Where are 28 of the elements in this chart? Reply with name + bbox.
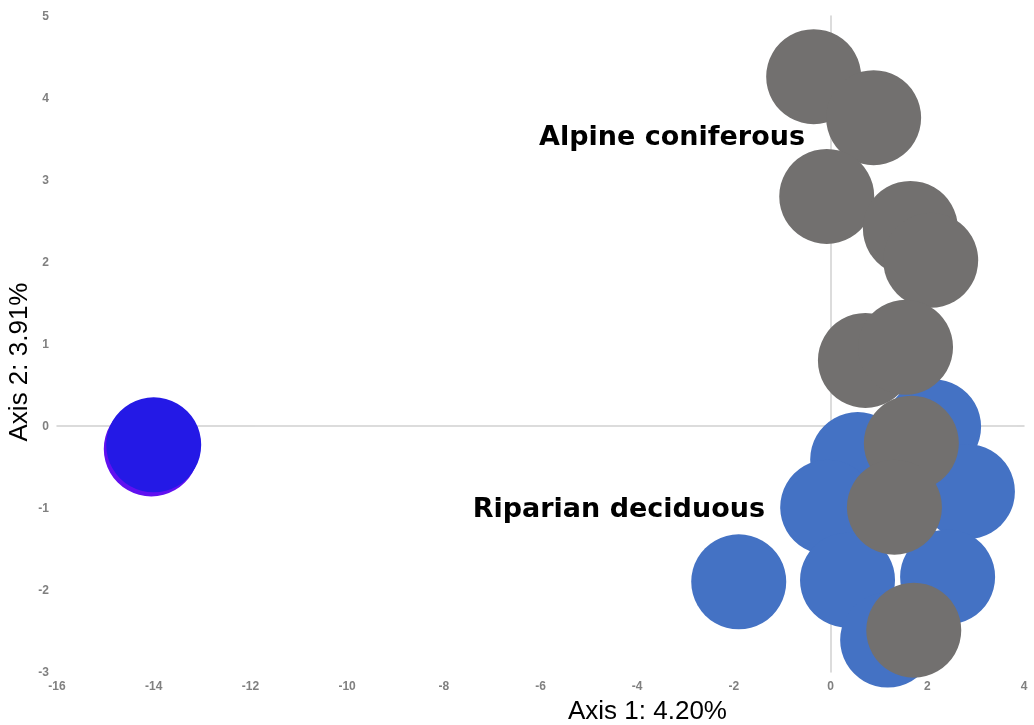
x-tick-label: -16 bbox=[48, 679, 66, 693]
point bbox=[779, 148, 875, 244]
y-tick-label: -1 bbox=[38, 501, 50, 515]
x-tick-label: -8 bbox=[438, 679, 450, 693]
x-tick-label: -2 bbox=[728, 679, 740, 693]
y-tick-label: 2 bbox=[42, 255, 50, 269]
y-tick-label: -2 bbox=[38, 583, 50, 597]
y-tick-label: 5 bbox=[42, 9, 50, 23]
x-tick-label: 2 bbox=[923, 679, 931, 693]
x-tick-label: 0 bbox=[827, 679, 835, 693]
x-tick-label: -12 bbox=[241, 679, 260, 693]
point bbox=[691, 534, 787, 630]
point bbox=[826, 70, 922, 166]
y-axis-title: Axis 2: 3.91% bbox=[3, 282, 33, 442]
x-tick-label: -14 bbox=[145, 679, 163, 693]
y-tick-label: 1 bbox=[42, 337, 50, 351]
x-tick-label: -4 bbox=[631, 679, 643, 693]
x-axis-title: Axis 1: 4.20% bbox=[568, 695, 727, 725]
y-tick-label: 0 bbox=[42, 419, 50, 433]
point bbox=[866, 582, 962, 678]
x-tick-label: 4 bbox=[1020, 679, 1028, 693]
y-tick-label: 4 bbox=[42, 91, 50, 105]
annotation: Riparian deciduous bbox=[472, 491, 765, 523]
x-tick-label: -10 bbox=[338, 679, 357, 693]
x-tick-label: -6 bbox=[535, 679, 547, 693]
y-tick-label: -3 bbox=[38, 665, 50, 679]
annotation: Alpine coniferous bbox=[539, 119, 805, 151]
y-tick-label: 3 bbox=[42, 173, 50, 187]
